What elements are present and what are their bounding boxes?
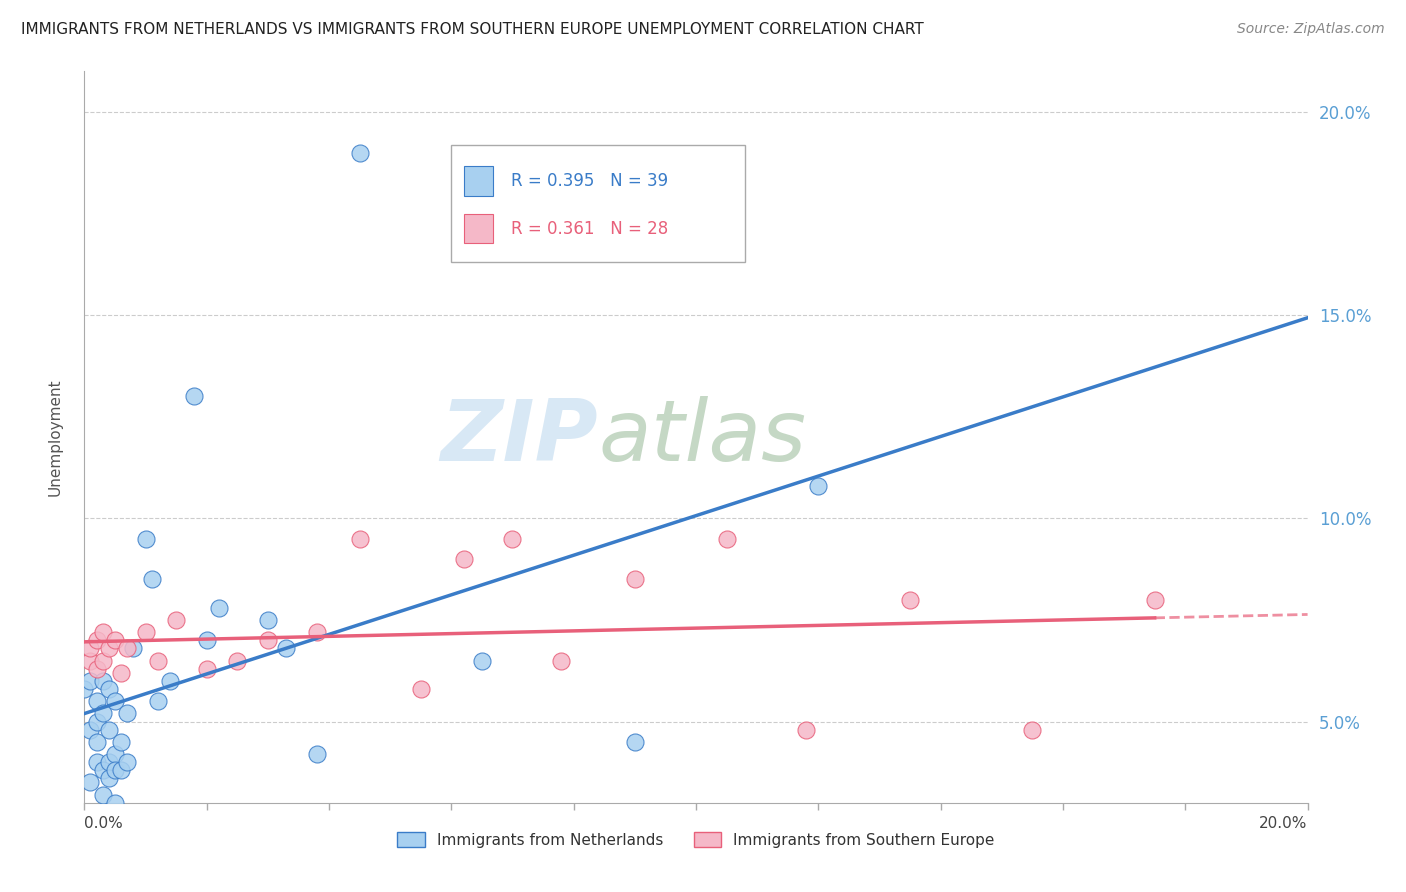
- Point: [79, 775, 101, 789]
- Point: [97, 755, 120, 769]
- Point: [86, 714, 108, 729]
- Text: atlas: atlas: [598, 395, 806, 479]
- Point: [86, 694, 108, 708]
- Point: [135, 532, 157, 546]
- Point: [624, 572, 647, 586]
- Point: [716, 532, 738, 546]
- Point: [349, 532, 371, 546]
- Point: [257, 613, 280, 627]
- Point: [91, 788, 114, 802]
- Point: [79, 654, 101, 668]
- Point: [73, 681, 96, 696]
- Text: 0.0%: 0.0%: [84, 816, 124, 831]
- Point: [165, 613, 187, 627]
- Point: [276, 641, 298, 656]
- Point: [305, 625, 328, 640]
- Point: [110, 735, 132, 749]
- Point: [115, 706, 138, 721]
- Point: [104, 796, 127, 810]
- Text: 20.0%: 20.0%: [1260, 816, 1308, 831]
- Point: [97, 723, 120, 737]
- Point: [79, 673, 101, 688]
- Point: [502, 532, 524, 546]
- Point: [86, 633, 108, 648]
- Point: [409, 681, 432, 696]
- Legend: Immigrants from Netherlands, Immigrants from Southern Europe: Immigrants from Netherlands, Immigrants …: [391, 825, 1001, 854]
- Point: [104, 764, 127, 778]
- Point: [471, 654, 494, 668]
- Point: [226, 654, 249, 668]
- Text: Source: ZipAtlas.com: Source: ZipAtlas.com: [1237, 22, 1385, 37]
- Point: [104, 747, 127, 761]
- Point: [91, 764, 114, 778]
- Point: [183, 389, 205, 403]
- Point: [159, 673, 181, 688]
- Point: [97, 641, 120, 656]
- Point: [146, 694, 169, 708]
- Point: [898, 592, 921, 607]
- Point: [135, 625, 157, 640]
- Point: [91, 706, 114, 721]
- Point: [141, 572, 163, 586]
- Point: [794, 723, 817, 737]
- Point: [86, 662, 108, 676]
- Y-axis label: Unemployment: Unemployment: [48, 378, 62, 496]
- Point: [91, 625, 114, 640]
- Text: R = 0.361   N = 28: R = 0.361 N = 28: [512, 219, 668, 237]
- Text: IMMIGRANTS FROM NETHERLANDS VS IMMIGRANTS FROM SOUTHERN EUROPE UNEMPLOYMENT CORR: IMMIGRANTS FROM NETHERLANDS VS IMMIGRANT…: [21, 22, 924, 37]
- Point: [79, 641, 101, 656]
- Point: [110, 764, 132, 778]
- Point: [1143, 592, 1166, 607]
- Point: [91, 654, 114, 668]
- Point: [305, 747, 328, 761]
- Point: [122, 641, 145, 656]
- Point: [257, 633, 280, 648]
- Point: [104, 694, 127, 708]
- Point: [453, 552, 475, 566]
- Text: ZIP: ZIP: [440, 395, 598, 479]
- Point: [110, 665, 132, 680]
- Point: [86, 755, 108, 769]
- Point: [624, 735, 647, 749]
- FancyBboxPatch shape: [451, 145, 745, 261]
- Point: [807, 479, 830, 493]
- Point: [1021, 723, 1043, 737]
- Point: [115, 755, 138, 769]
- Point: [195, 633, 218, 648]
- Point: [349, 145, 371, 160]
- Point: [104, 633, 127, 648]
- Point: [208, 600, 231, 615]
- Point: [86, 735, 108, 749]
- FancyBboxPatch shape: [464, 214, 494, 244]
- FancyBboxPatch shape: [464, 167, 494, 195]
- Point: [97, 681, 120, 696]
- Point: [146, 654, 169, 668]
- Point: [97, 772, 120, 786]
- Point: [91, 673, 114, 688]
- Point: [115, 641, 138, 656]
- Point: [79, 723, 101, 737]
- Point: [195, 662, 218, 676]
- Text: R = 0.395   N = 39: R = 0.395 N = 39: [512, 172, 668, 190]
- Point: [550, 654, 572, 668]
